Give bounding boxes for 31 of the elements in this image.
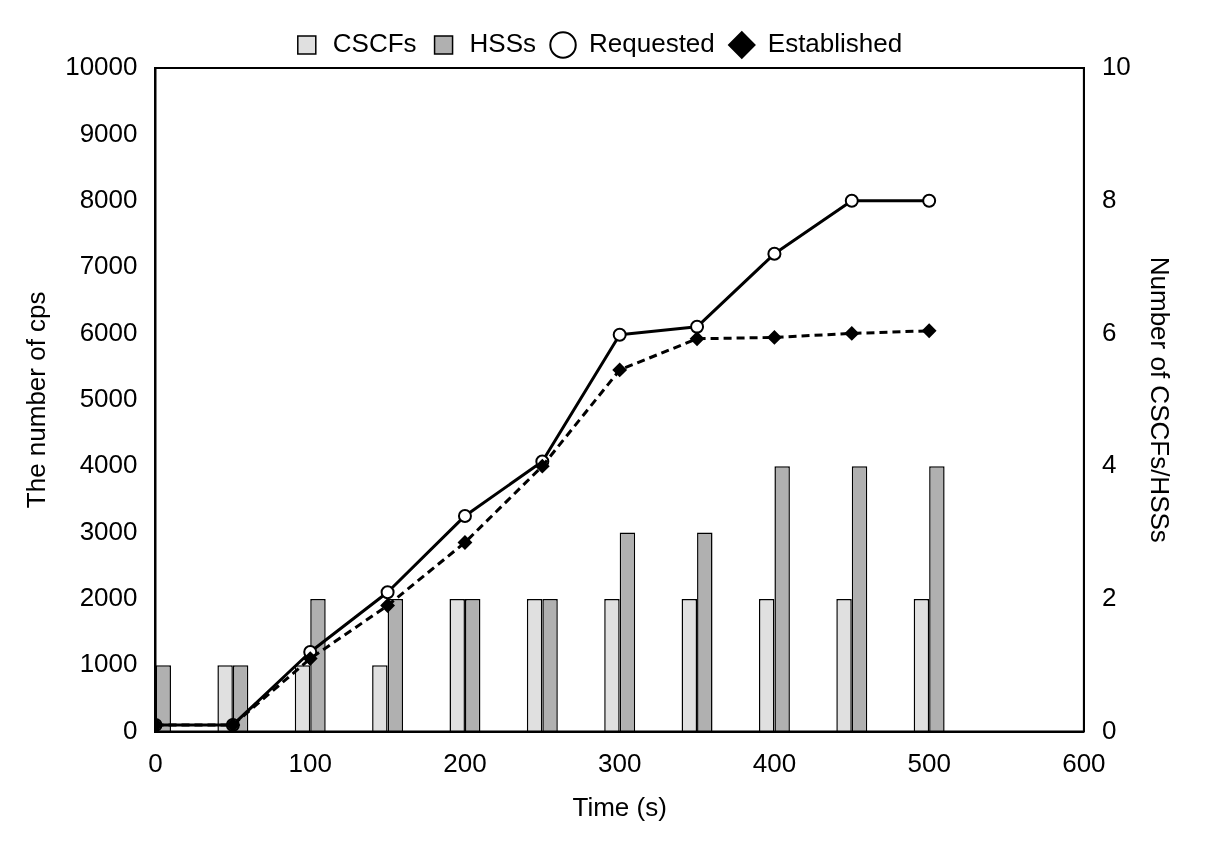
y-tick-label: 4000 — [79, 449, 138, 480]
legend-label: HSSs — [469, 28, 537, 59]
x-axis-title: Time (s) — [572, 791, 667, 822]
y-tick-label: 9000 — [79, 117, 138, 148]
x-tick-label: 600 — [1062, 748, 1106, 779]
legend-label: CSCFs — [332, 28, 417, 59]
x-tick-label: 500 — [907, 748, 951, 779]
y-tick-label: 6000 — [79, 316, 138, 347]
y2-tick-label: 10 — [1101, 51, 1131, 82]
x-tick-label: 200 — [443, 748, 487, 779]
x-tick-label: 400 — [752, 748, 797, 779]
x-tick-label: 300 — [597, 748, 642, 779]
legend-label: Established — [767, 28, 903, 59]
y2-tick-label: 2 — [1101, 582, 1117, 613]
y-tick-label: 2000 — [79, 582, 138, 613]
y-tick-label: 10000 — [65, 51, 138, 82]
y-tick-label: 5000 — [79, 382, 138, 413]
y-tick-label: 3000 — [79, 515, 138, 546]
x-tick-label: 0 — [148, 748, 163, 779]
y-tick-label: 0 — [123, 714, 138, 745]
y2-tick-label: 4 — [1101, 449, 1117, 480]
legend-label: Requested — [589, 28, 715, 59]
y2-tick-label: 6 — [1101, 316, 1117, 347]
y-tick-label: 8000 — [79, 183, 138, 214]
y-tick-label: 1000 — [79, 648, 138, 679]
y2-tick-label: 8 — [1101, 183, 1117, 214]
y2-axis-title: Number of CSCFs/HSSs — [1145, 256, 1176, 543]
x-tick-label: 100 — [288, 748, 332, 779]
y-tick-label: 7000 — [79, 250, 138, 281]
y2-tick-label: 0 — [1101, 714, 1117, 745]
y-axis-title: The number of cps — [20, 291, 51, 509]
